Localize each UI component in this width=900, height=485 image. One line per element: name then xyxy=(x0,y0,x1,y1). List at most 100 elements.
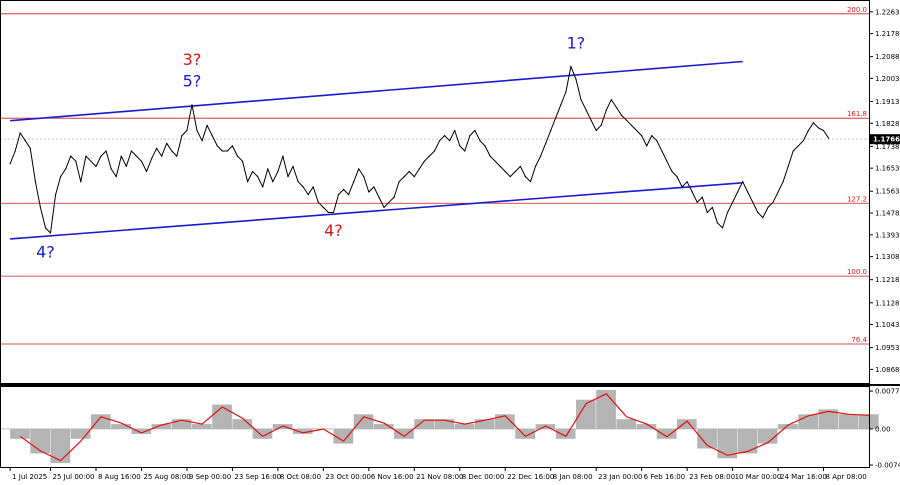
price-point-145 xyxy=(742,181,744,183)
price-point-146 xyxy=(747,191,749,193)
time-tick-label-7: 23 Oct 00:00 xyxy=(325,473,371,481)
price-point-68 xyxy=(353,181,355,183)
price-point-70 xyxy=(363,176,365,178)
price-point-47 xyxy=(247,181,249,183)
price-point-121 xyxy=(620,114,623,116)
price-point-136 xyxy=(696,201,698,203)
price-point-102 xyxy=(524,176,527,178)
price-panel-frame xyxy=(0,0,870,384)
price-point-76 xyxy=(393,196,395,198)
time-tick-label-17: 24 Mar 16:00 xyxy=(780,473,827,481)
price-point-91 xyxy=(469,135,471,137)
time-tick-label-5: 23 Sep 16:00 xyxy=(234,473,281,481)
price-point-16 xyxy=(90,160,92,162)
osc-tick-label-1: 0.00 xyxy=(875,425,891,433)
price-point-49 xyxy=(257,176,259,178)
price-point-161 xyxy=(822,129,825,132)
osc-bar-37 xyxy=(757,429,778,444)
price-point-44 xyxy=(231,145,233,147)
channel-line-0 xyxy=(10,60,743,122)
price-point-18 xyxy=(100,155,102,157)
price-point-119 xyxy=(610,99,612,101)
price-point-98 xyxy=(504,170,506,173)
wave-label-1: 3? xyxy=(183,50,202,69)
osc-bar-1 xyxy=(30,429,50,454)
price-tick-label-13: 1.1128 xyxy=(875,299,900,307)
price-point-140 xyxy=(716,222,719,224)
price-point-143 xyxy=(732,201,734,203)
fib-label-0: 200.0 xyxy=(847,6,867,14)
price-point-29 xyxy=(156,147,158,149)
price-tick-label-2: 1.2088 xyxy=(875,53,900,61)
price-series xyxy=(9,65,830,234)
price-point-46 xyxy=(241,160,244,162)
price-point-32 xyxy=(171,150,173,152)
osc-bar-16 xyxy=(333,429,354,444)
price-point-31 xyxy=(166,142,168,144)
current-price-value: 1.1766 xyxy=(873,136,900,144)
price-point-115 xyxy=(590,119,592,121)
price-point-43 xyxy=(226,150,228,152)
price-point-158 xyxy=(807,129,810,132)
price-point-132 xyxy=(676,176,678,178)
price-panel[interactable]: 200.0 161.8 127.2 100.0 76.4 4? 3? 5? 4? 1? xyxy=(0,6,869,345)
wave-labels: 4? 3? 5? 4? 1? xyxy=(36,33,585,261)
price-point-114 xyxy=(585,109,587,111)
price-point-74 xyxy=(383,206,385,208)
time-tick-label-8: 6 Nov 16:00 xyxy=(371,473,414,481)
price-point-151 xyxy=(772,201,774,203)
channel-line-1 xyxy=(10,181,743,240)
panel-frames xyxy=(0,0,900,468)
price-point-75 xyxy=(388,201,390,203)
price-point-128 xyxy=(656,140,658,142)
price-point-20 xyxy=(110,168,112,170)
osc-bar-29 xyxy=(596,389,616,429)
oscillator-axis: 0.00776 0.00 -0.0074 xyxy=(869,388,900,470)
price-point-36 xyxy=(191,104,193,106)
osc-bar-24 xyxy=(495,414,515,429)
price-point-149 xyxy=(762,217,764,219)
price-point-23 xyxy=(125,165,127,167)
price-point-4 xyxy=(29,147,31,149)
price-point-109 xyxy=(560,104,562,106)
price-tick-label-9: 1.1478 xyxy=(875,210,900,218)
price-point-133 xyxy=(681,186,683,188)
osc-bar-6 xyxy=(131,429,152,434)
fib-label-4: 76.4 xyxy=(851,336,867,344)
price-point-67 xyxy=(348,194,350,196)
osc-bar-10 xyxy=(212,404,232,429)
price-point-53 xyxy=(277,170,279,173)
price-point-124 xyxy=(636,129,638,132)
price-tick-label-4: 1.1913 xyxy=(875,98,900,106)
price-point-51 xyxy=(267,168,269,170)
price-point-159 xyxy=(812,122,815,124)
price-point-26 xyxy=(140,160,143,162)
osc-bar-23 xyxy=(474,419,495,429)
price-point-41 xyxy=(216,145,218,147)
price-point-24 xyxy=(130,150,132,152)
osc-bar-38 xyxy=(778,424,798,429)
price-point-35 xyxy=(186,129,188,132)
osc-bar-14 xyxy=(293,429,313,434)
price-point-61 xyxy=(317,201,319,203)
trend-channel xyxy=(10,60,743,240)
oscillator-panel[interactable] xyxy=(0,389,879,464)
price-point-14 xyxy=(80,181,82,183)
price-point-147 xyxy=(752,201,754,203)
price-point-134 xyxy=(686,181,688,183)
price-point-129 xyxy=(661,150,663,152)
time-axis: 1 Jul 2025 25 Jul 00:00 8 Aug 16:00 25 Aug … xyxy=(9,467,867,481)
time-tick-label-1: 25 Jul 00:00 xyxy=(53,473,95,481)
price-point-95 xyxy=(489,155,491,157)
osc-bar-22 xyxy=(454,424,475,429)
time-tick-label-12: 8 Jan 08:00 xyxy=(553,473,593,481)
time-tick-label-11: 22 Dec 16:00 xyxy=(507,473,554,481)
fib-label-1: 161.8 xyxy=(847,110,867,118)
price-point-19 xyxy=(105,150,107,152)
osc-bar-33 xyxy=(677,419,697,429)
price-point-57 xyxy=(297,181,299,183)
price-point-39 xyxy=(206,124,208,126)
price-point-73 xyxy=(378,196,380,198)
